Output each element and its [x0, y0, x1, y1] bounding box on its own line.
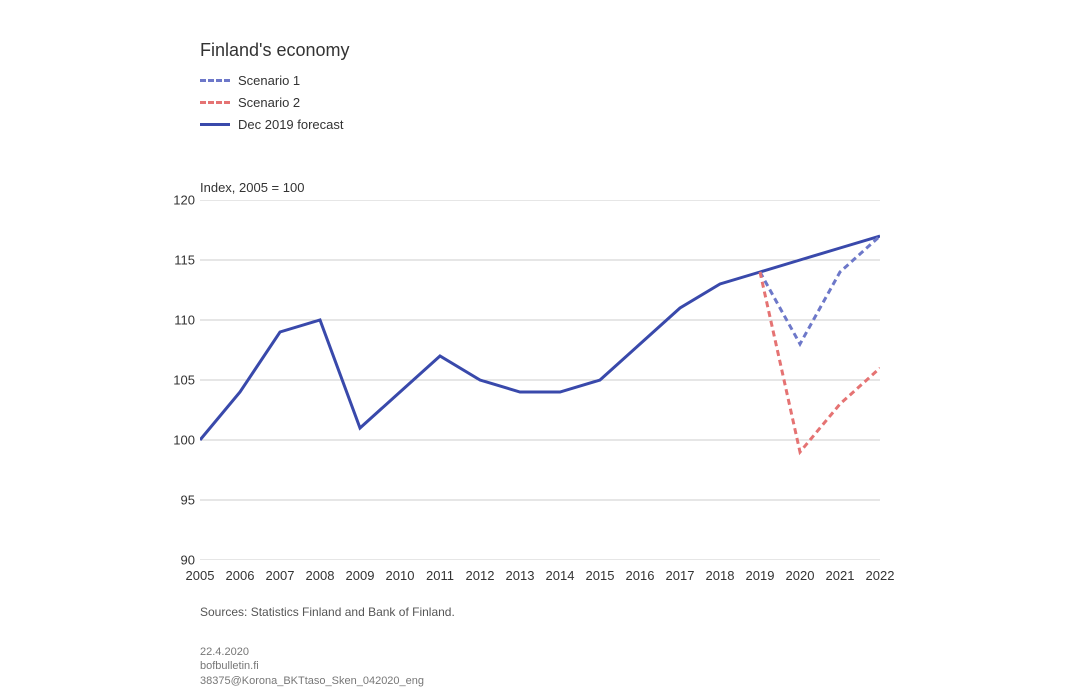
legend-item: Scenario 1: [200, 70, 344, 90]
chart-page: { "title": { "text": "Finland's economy"…: [0, 0, 1068, 699]
legend: Scenario 1 Scenario 2 Dec 2019 forecast: [200, 70, 344, 136]
x-tick-label: 2019: [746, 568, 775, 583]
x-tick-label: 2013: [506, 568, 535, 583]
y-tick-label: 120: [165, 193, 195, 208]
plot-area: [200, 200, 880, 560]
x-tick-label: 2021: [826, 568, 855, 583]
legend-label: Scenario 2: [238, 95, 300, 110]
legend-swatch: [200, 123, 230, 126]
x-tick-label: 2014: [546, 568, 575, 583]
x-tick-label: 2005: [186, 568, 215, 583]
x-tick-label: 2011: [426, 568, 454, 583]
legend-label: Scenario 1: [238, 73, 300, 88]
x-tick-label: 2006: [226, 568, 255, 583]
footer-line: bofbulletin.fi: [200, 659, 424, 673]
x-tick-label: 2012: [466, 568, 495, 583]
y-tick-label: 110: [165, 313, 195, 328]
y-tick-label: 100: [165, 433, 195, 448]
series-scenario2: [760, 272, 880, 452]
x-tick-label: 2016: [626, 568, 655, 583]
legend-swatch: [200, 79, 230, 82]
footer-line: 22.4.2020: [200, 645, 424, 659]
footer-meta: 22.4.2020bofbulletin.fi38375@Korona_BKTt…: [200, 645, 424, 688]
x-tick-label: 2020: [786, 568, 815, 583]
series-scenario1: [760, 236, 880, 344]
x-tick-label: 2008: [306, 568, 335, 583]
x-tick-label: 2015: [586, 568, 615, 583]
y-axis-label: Index, 2005 = 100: [200, 180, 304, 195]
x-tick-label: 2017: [666, 568, 695, 583]
y-tick-label: 105: [165, 373, 195, 388]
legend-swatch: [200, 101, 230, 104]
legend-label: Dec 2019 forecast: [238, 117, 344, 132]
legend-item: Dec 2019 forecast: [200, 114, 344, 134]
y-tick-label: 90: [165, 553, 195, 568]
y-tick-label: 115: [165, 253, 195, 268]
x-tick-label: 2018: [706, 568, 735, 583]
y-tick-label: 95: [165, 493, 195, 508]
chart-title: Finland's economy: [200, 40, 350, 61]
series-forecast: [200, 236, 880, 440]
x-tick-label: 2009: [346, 568, 375, 583]
footer-line: 38375@Korona_BKTtaso_Sken_042020_eng: [200, 674, 424, 688]
x-tick-label: 2007: [266, 568, 295, 583]
x-tick-label: 2022: [866, 568, 895, 583]
legend-item: Scenario 2: [200, 92, 344, 112]
sources-note: Sources: Statistics Finland and Bank of …: [200, 605, 455, 619]
x-tick-label: 2010: [386, 568, 415, 583]
